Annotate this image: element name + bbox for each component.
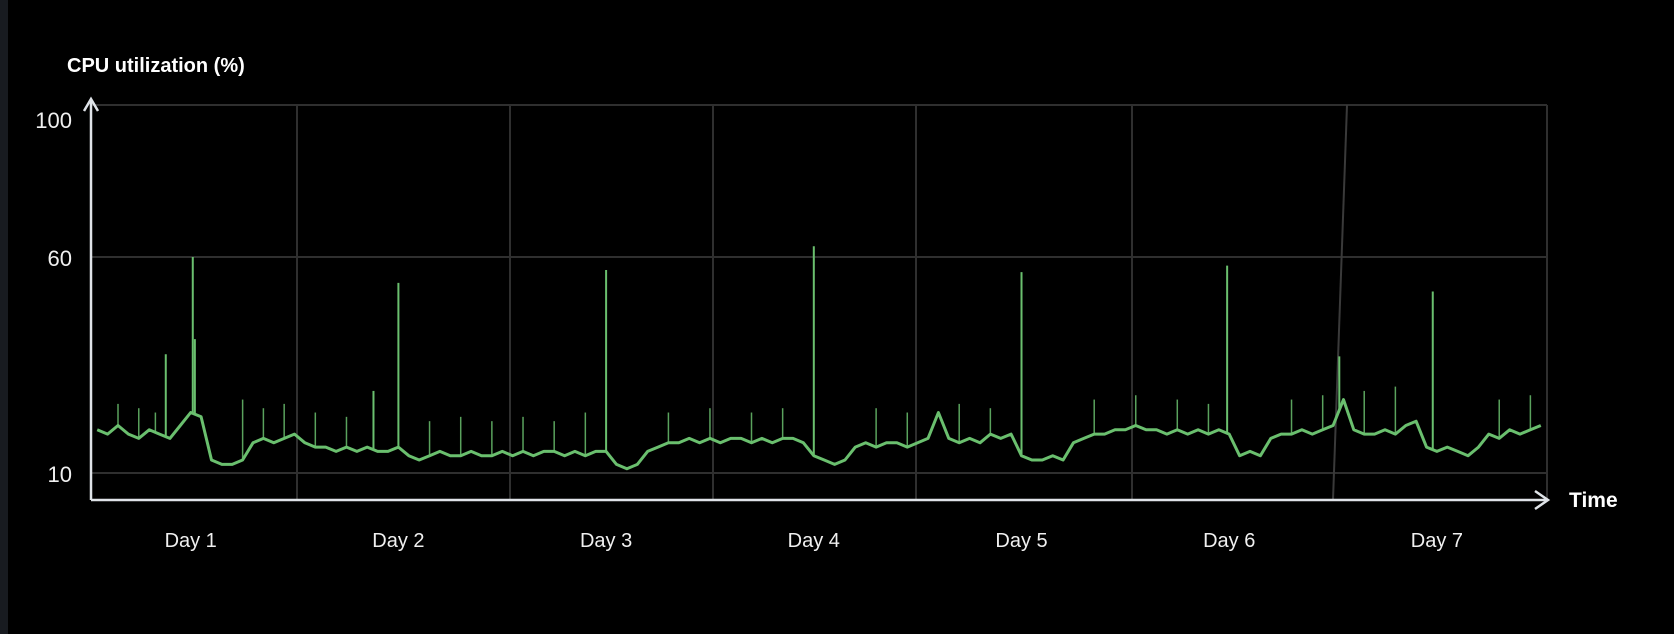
y-tick-label: 10 [48, 462, 72, 487]
y-tick-label: 100 [35, 108, 72, 133]
y-axis-arrow-icon [82, 96, 100, 112]
x-tick-label: Day 6 [1203, 530, 1255, 552]
x-tick-label: Day 1 [165, 530, 217, 552]
x-tick-label: Day 3 [580, 530, 632, 552]
x-axis-arrow-icon [1534, 489, 1551, 511]
x-tick-label: Day 5 [995, 530, 1047, 552]
x-tick-label: Day 7 [1411, 530, 1463, 552]
y-axis-title: CPU utilization (%) [67, 55, 245, 77]
x-tick-label: Day 4 [788, 530, 840, 552]
window-edge [0, 0, 8, 634]
x-axis-title: Time [1569, 489, 1618, 512]
y-tick-label: 60 [48, 246, 72, 271]
cpu-series-line [96, 398, 1542, 471]
x-tick-label: Day 2 [372, 530, 424, 552]
gridline-x [1332, 104, 1348, 501]
